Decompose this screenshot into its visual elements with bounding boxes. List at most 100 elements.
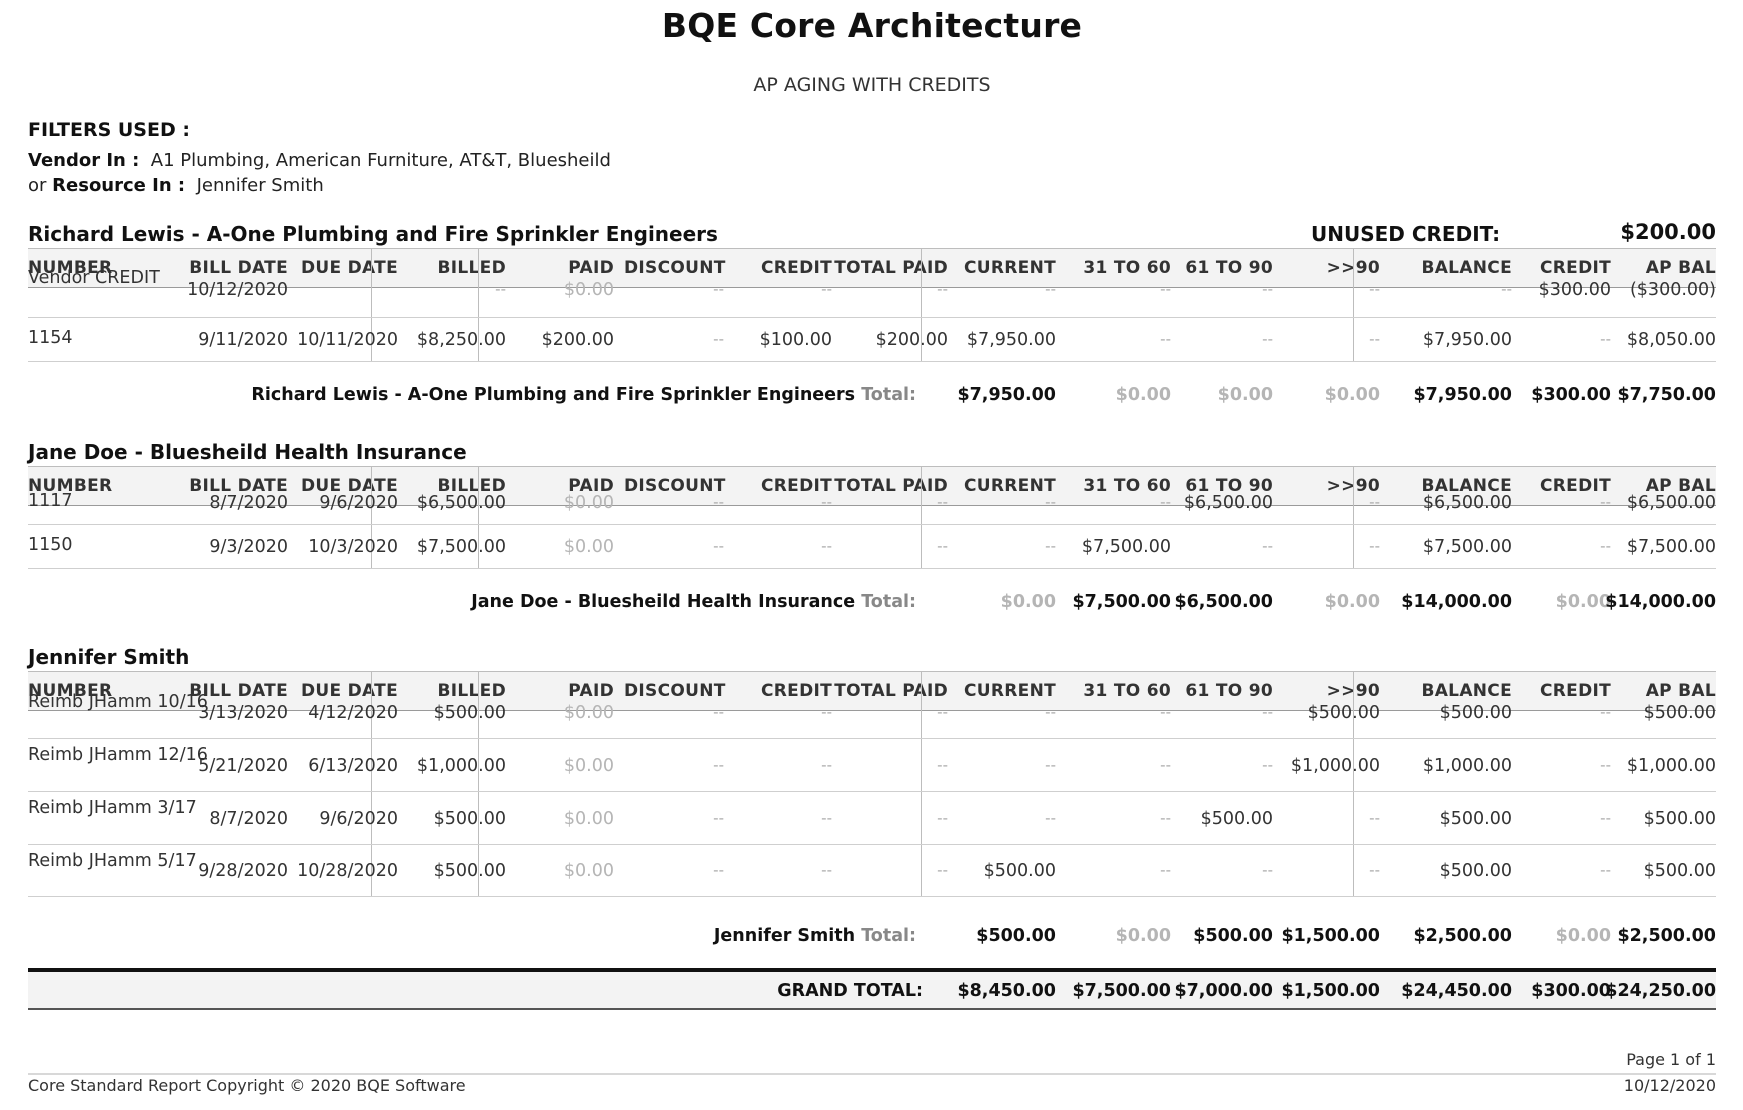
section-total-row: Jennifer Smith Total: $500.00 $0.00 $500.00…	[28, 924, 1716, 954]
column-header-ap-credit: CREDIT	[1539, 476, 1611, 496]
section-total-suffix: Total:	[861, 592, 916, 612]
cell-ap-bal: $500.00	[1643, 861, 1716, 881]
cell-discount: --	[713, 808, 724, 827]
cell-31-to-60: --	[1160, 492, 1171, 511]
column-divider	[371, 671, 372, 897]
report-date: 10/12/2020	[1623, 1076, 1716, 1095]
column-header-ap-credit: CREDIT	[1539, 681, 1611, 701]
section-total-label: Richard Lewis - A-One Plumbing and Fire …	[251, 385, 916, 405]
cell-due-date: 9/6/2020	[319, 492, 398, 513]
grand-total-61-to-90: $7,000.00	[1174, 981, 1273, 1001]
column-header-paid: PAID	[568, 681, 614, 701]
column-header-ap-bal: AP BAL	[1645, 476, 1716, 496]
section-title: Richard Lewis - A-One Plumbing and Fire …	[28, 222, 718, 246]
cell-over-90: --	[1369, 492, 1380, 511]
cell-credit: --	[821, 537, 832, 555]
column-divider	[1353, 248, 1354, 362]
total-ap-credit: $300.00	[1531, 385, 1611, 405]
section-total-row: Richard Lewis - A-One Plumbing and Fire …	[28, 383, 1716, 413]
cell-discount: --	[713, 492, 724, 511]
cell-paid: $200.00	[541, 330, 614, 350]
column-header-due-date: DUE DATE	[300, 258, 398, 278]
cell-billed: $500.00	[433, 702, 506, 723]
column-header-total-paid: TOTAL PAID	[834, 476, 948, 496]
cell-ap-credit: --	[1600, 330, 1611, 348]
cell-billed: $500.00	[433, 861, 506, 881]
cell-ap-credit: $300.00	[1538, 280, 1611, 300]
column-header-paid: PAID	[568, 258, 614, 278]
cell-ap-credit: --	[1600, 492, 1611, 511]
cell-number: Reimb JHamm 3/17	[28, 798, 197, 818]
cell-credit: --	[821, 702, 832, 721]
column-divider	[478, 248, 479, 362]
cell-over-90: $1,000.00	[1290, 755, 1380, 776]
column-header-number: NUMBER	[28, 258, 113, 278]
column-header-row: NUMBER BILL DATE DUE DATE BILLED PAID DISCOUN…	[28, 671, 1716, 711]
resource-filter-value: Jennifer Smith	[196, 175, 324, 196]
total-over-90: $0.00	[1324, 592, 1380, 612]
cell-number: 1150	[28, 535, 73, 555]
column-divider	[371, 248, 372, 362]
total-over-90: $0.00	[1324, 385, 1380, 405]
column-header-61-to-90: 61 TO 90	[1185, 476, 1273, 496]
cell-current: --	[1045, 537, 1056, 555]
grand-total-31-to-60: $7,500.00	[1072, 981, 1171, 1001]
column-header-row: NUMBER BILL DATE DUE DATE BILLED PAID DISCOUN…	[28, 466, 1716, 506]
grand-total-current: $8,450.00	[957, 981, 1056, 1001]
cell-bill-date: 8/7/2020	[209, 808, 288, 829]
column-header-balance: BALANCE	[1421, 476, 1512, 496]
section-total-label: Jennifer Smith Total:	[714, 926, 916, 946]
total-ap-credit: $0.00	[1555, 592, 1611, 612]
total-ap-bal: $2,500.00	[1617, 926, 1716, 946]
cell-credit: --	[821, 808, 832, 827]
cell-number: Reimb JHamm 5/17	[28, 851, 197, 871]
cell-ap-bal: $7,500.00	[1626, 537, 1716, 557]
resource-filter-or: or	[28, 175, 47, 196]
cell-discount: --	[713, 537, 724, 555]
grand-total-ap-credit: $300.00	[1531, 981, 1611, 1001]
column-divider	[921, 466, 922, 569]
cell-current: --	[1045, 280, 1056, 298]
column-header-discount: DISCOUNT	[624, 476, 726, 496]
table-row: Reimb JHamm 12/16 5/21/2020 6/13/2020 $1,00…	[28, 739, 1716, 792]
cell-current: --	[1045, 808, 1056, 827]
cell-current: --	[1045, 755, 1056, 774]
table-row: Vendor CREDIT 10/12/2020 -- $0.00 -- -- -- -- --…	[28, 262, 1716, 318]
filters-heading: FILTERS USED :	[28, 119, 190, 141]
cell-discount: --	[713, 755, 724, 774]
cell-balance: $6,500.00	[1422, 492, 1512, 513]
cell-paid: $0.00	[563, 702, 614, 723]
column-divider	[921, 671, 922, 897]
cell-discount: --	[713, 330, 724, 348]
cell-paid: $0.00	[563, 861, 614, 881]
column-header-bill-date: BILL DATE	[189, 681, 288, 701]
vendor-filter-label: Vendor In :	[28, 150, 140, 171]
unused-credit-label: UNUSED CREDIT:	[1311, 222, 1501, 246]
column-header-billed: BILLED	[437, 258, 506, 278]
cell-due-date: 4/12/2020	[308, 702, 398, 723]
section-total-suffix: Total:	[861, 385, 916, 405]
grand-total-balance: $24,450.00	[1401, 981, 1512, 1001]
grand-total-over-90: $1,500.00	[1281, 981, 1380, 1001]
grand-total-label: GRAND TOTAL:	[777, 981, 923, 1001]
cell-balance: $500.00	[1439, 861, 1512, 881]
cell-balance: $500.00	[1439, 702, 1512, 723]
table-row: 1150 9/3/2020 10/3/2020 $7,500.00 $0.00 -- -- -…	[28, 525, 1716, 569]
cell-over-90: --	[1369, 280, 1380, 298]
cell-ap-credit: --	[1600, 702, 1611, 721]
cell-31-to-60: $7,500.00	[1081, 537, 1171, 557]
total-ap-credit: $0.00	[1555, 926, 1611, 946]
column-divider	[1353, 466, 1354, 569]
column-header-paid: PAID	[568, 476, 614, 496]
cell-billed: $1,000.00	[416, 755, 506, 776]
section-title: Jennifer Smith	[28, 645, 190, 669]
column-header-row: NUMBER BILL DATE DUE DATE BILLED PAID DISCOUN…	[28, 248, 1716, 288]
report-subtitle: AP AGING WITH CREDITS	[753, 74, 991, 96]
cell-balance: $1,000.00	[1422, 755, 1512, 776]
cell-billed: $6,500.00	[416, 492, 506, 513]
cell-ap-bal: $8,050.00	[1626, 330, 1716, 350]
column-header-due-date: DUE DATE	[300, 476, 398, 496]
report-page: BQE Core Architecture AP AGING WITH CRED…	[28, 0, 1716, 1110]
footer-divider	[28, 1073, 1716, 1075]
column-header-ap-bal: AP BAL	[1645, 681, 1716, 701]
